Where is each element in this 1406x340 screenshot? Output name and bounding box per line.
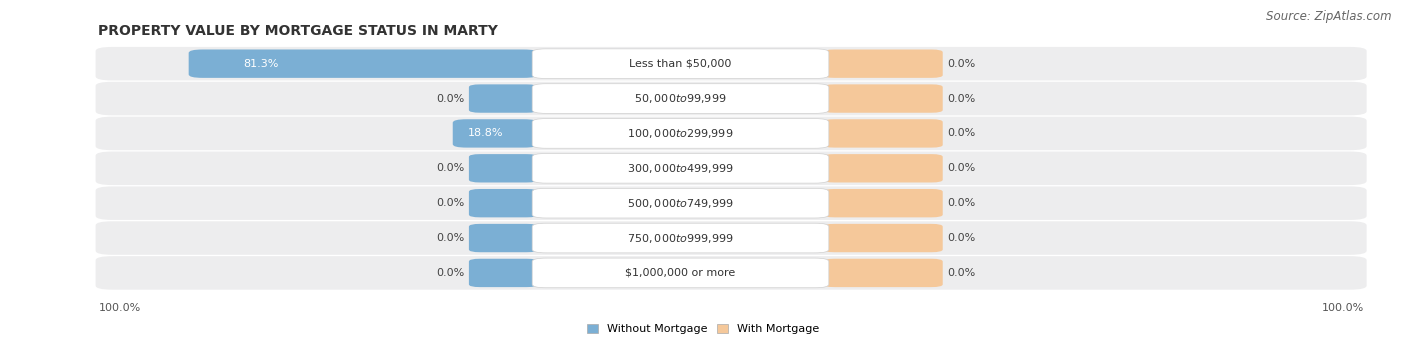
Text: 0.0%: 0.0% (948, 268, 976, 278)
Text: 18.8%: 18.8% (467, 129, 503, 138)
Text: $50,000 to $99,999: $50,000 to $99,999 (634, 92, 727, 105)
Text: 0.0%: 0.0% (948, 198, 976, 208)
Text: 0.0%: 0.0% (436, 268, 465, 278)
Text: 0.0%: 0.0% (948, 129, 976, 138)
Text: Less than $50,000: Less than $50,000 (630, 59, 731, 69)
Text: 100.0%: 100.0% (1322, 303, 1364, 312)
Text: 0.0%: 0.0% (948, 163, 976, 173)
Text: $500,000 to $749,999: $500,000 to $749,999 (627, 197, 734, 210)
Text: 0.0%: 0.0% (948, 233, 976, 243)
Text: 0.0%: 0.0% (948, 94, 976, 104)
Text: 0.0%: 0.0% (948, 59, 976, 69)
Text: $1,000,000 or more: $1,000,000 or more (626, 268, 735, 278)
Text: Source: ZipAtlas.com: Source: ZipAtlas.com (1267, 10, 1392, 23)
Legend: Without Mortgage, With Mortgage: Without Mortgage, With Mortgage (588, 324, 818, 335)
Text: 0.0%: 0.0% (436, 94, 465, 104)
Text: 0.0%: 0.0% (436, 198, 465, 208)
Text: $100,000 to $299,999: $100,000 to $299,999 (627, 127, 734, 140)
Text: 0.0%: 0.0% (436, 163, 465, 173)
Text: $750,000 to $999,999: $750,000 to $999,999 (627, 232, 734, 244)
Text: $300,000 to $499,999: $300,000 to $499,999 (627, 162, 734, 175)
Text: PROPERTY VALUE BY MORTGAGE STATUS IN MARTY: PROPERTY VALUE BY MORTGAGE STATUS IN MAR… (98, 24, 498, 38)
Text: 0.0%: 0.0% (436, 233, 465, 243)
Text: 81.3%: 81.3% (243, 59, 278, 69)
Text: 100.0%: 100.0% (98, 303, 141, 312)
